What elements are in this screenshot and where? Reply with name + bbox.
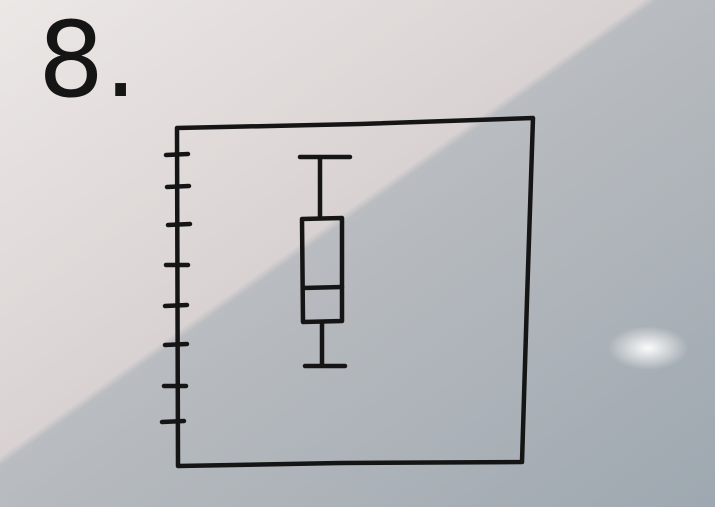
median-line (300, 284, 345, 291)
plot-frame (174, 115, 536, 469)
sketch (159, 115, 536, 469)
axis-ticks (159, 151, 193, 425)
light-glare (608, 326, 688, 370)
upper-whisker (297, 154, 353, 221)
lower-whisker (302, 319, 348, 369)
figure-label: 8. (38, 0, 137, 121)
